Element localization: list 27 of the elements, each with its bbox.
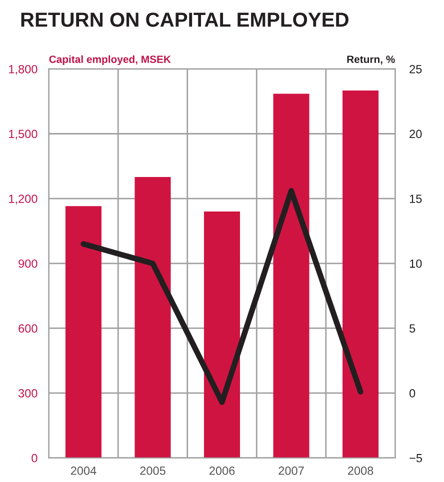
y-axis-title: Capital employed, MSEK [49, 55, 171, 66]
y-tick-label: 1,500 [9, 130, 38, 140]
bar [342, 90, 379, 458]
x-tick-label: 2007 [278, 466, 304, 475]
y-tick-label: 600 [18, 324, 38, 333]
y2-tick-label: 15 [410, 194, 422, 203]
x-tick-label: 2006 [209, 466, 235, 475]
y2-tick-label: 5 [410, 324, 416, 333]
x-tick-label: 2005 [140, 466, 166, 475]
y-tick-label: 900 [18, 259, 38, 268]
y-tick-label: 1,800 [9, 64, 38, 75]
y-tick-label: 300 [18, 389, 38, 398]
bar [134, 176, 171, 458]
x-tick-label: 2004 [70, 466, 96, 475]
y2-axis-title: Return, % [347, 56, 395, 64]
x-tick-label: 2008 [348, 466, 374, 475]
y-tick-label: 1,200 [9, 194, 38, 204]
bar [65, 206, 102, 458]
y2-tick-label: 10 [410, 259, 422, 268]
y2-tick-label: −5 [410, 454, 422, 462]
y2-tick-label: 20 [410, 130, 422, 138]
y2-tick-label: 25 [410, 64, 422, 74]
chart-title: RETURN ON CAPITAL EMPLOYED [21, 12, 348, 27]
bar [273, 94, 310, 458]
y2-tick-label: 0 [410, 389, 416, 398]
y-tick-label: 0 [32, 454, 38, 462]
bar [204, 212, 240, 458]
